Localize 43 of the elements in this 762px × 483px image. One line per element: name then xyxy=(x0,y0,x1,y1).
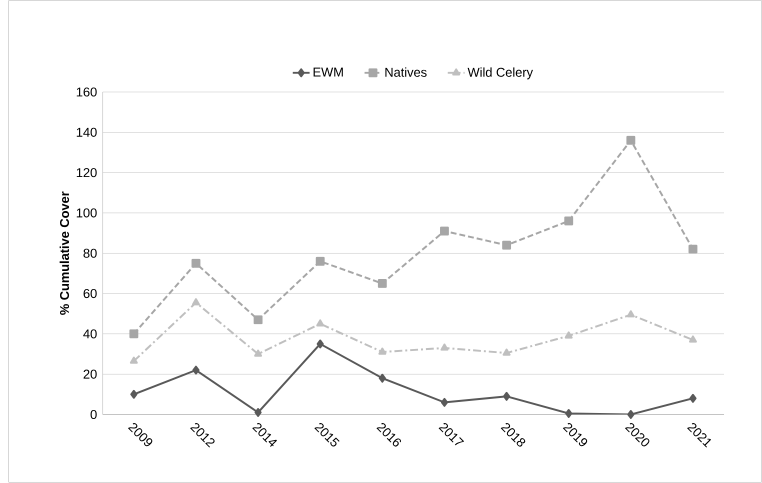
point xyxy=(254,350,262,357)
point xyxy=(316,340,324,348)
y-tick-label: 0 xyxy=(90,410,97,420)
point xyxy=(502,348,511,356)
point xyxy=(503,392,510,401)
point xyxy=(378,374,386,383)
point xyxy=(565,409,572,418)
point xyxy=(378,279,387,288)
point xyxy=(130,356,138,364)
point xyxy=(316,319,324,327)
point xyxy=(316,256,325,266)
legend-label: Natives xyxy=(385,68,427,77)
point xyxy=(440,344,448,351)
point xyxy=(192,298,200,306)
point xyxy=(254,408,262,418)
point xyxy=(502,240,512,250)
point xyxy=(688,336,697,343)
point xyxy=(254,315,263,324)
point xyxy=(129,330,138,338)
point xyxy=(564,332,573,339)
point xyxy=(626,310,635,318)
point xyxy=(689,394,697,403)
point xyxy=(130,390,138,399)
legend-label: EWM xyxy=(314,68,343,77)
y-tick-label: 120 xyxy=(76,168,97,178)
y-tick-label: 140 xyxy=(76,128,97,137)
point xyxy=(192,366,200,375)
point xyxy=(192,259,200,268)
point xyxy=(378,348,386,355)
y-tick-label: 40 xyxy=(83,329,97,339)
legend-label: Wild Celery xyxy=(468,68,533,80)
point xyxy=(440,398,448,407)
y-tick-label: 80 xyxy=(84,248,97,258)
point xyxy=(564,216,574,226)
point xyxy=(688,244,698,254)
y-tick-label: 60 xyxy=(84,289,97,298)
y-tick-label: 160 xyxy=(76,88,97,97)
point xyxy=(626,136,636,145)
y-axis-title: % Cumulative Cover xyxy=(60,192,70,315)
y-tick-label: 100 xyxy=(76,208,97,218)
point xyxy=(627,410,634,420)
point xyxy=(440,226,449,236)
y-tick-label: 20 xyxy=(84,370,97,379)
